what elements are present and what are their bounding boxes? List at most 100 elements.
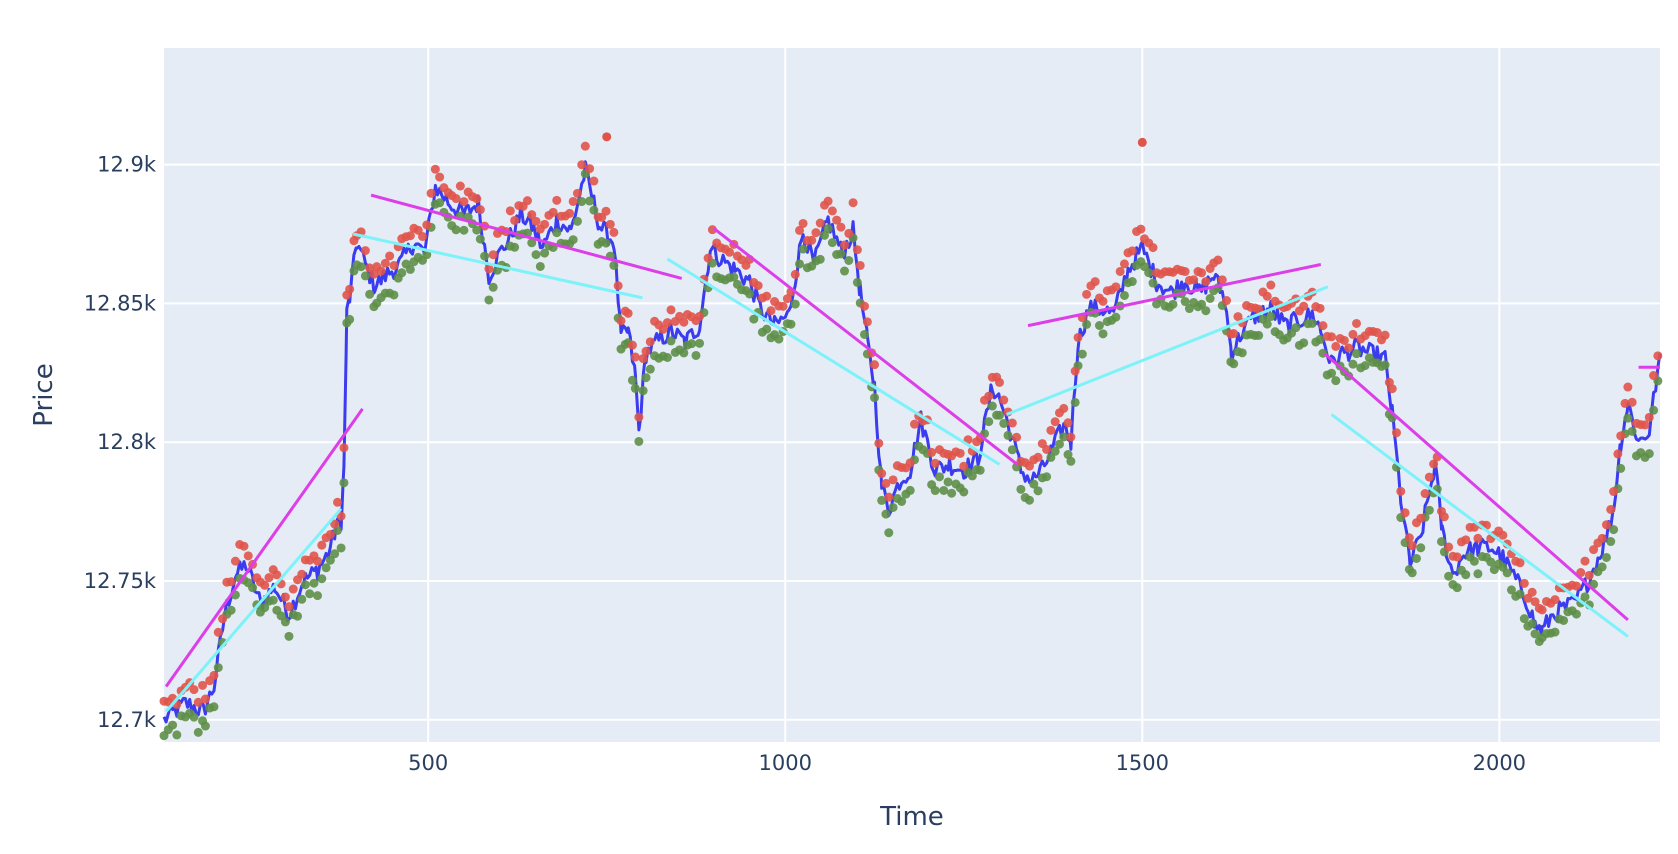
high-point	[1024, 461, 1034, 471]
high-point	[1580, 556, 1590, 566]
x-tick-label: 2000	[1473, 751, 1526, 775]
high-point	[1589, 545, 1599, 555]
low-point	[1519, 614, 1529, 624]
high-point	[272, 570, 282, 580]
high-point	[243, 551, 253, 561]
low-point	[213, 663, 223, 673]
high-point	[260, 580, 270, 590]
low-point	[1237, 348, 1247, 358]
high-point	[488, 250, 498, 260]
low-point	[325, 555, 335, 565]
high-point	[627, 340, 637, 350]
low-point	[641, 373, 651, 383]
low-point	[1168, 299, 1178, 309]
low-point	[568, 235, 578, 245]
low-point	[1360, 361, 1370, 371]
low-point	[339, 478, 349, 488]
low-point	[840, 266, 850, 276]
high-point	[602, 132, 612, 142]
high-point	[638, 354, 648, 364]
high-point	[455, 181, 465, 191]
high-point	[1090, 277, 1100, 287]
high-point	[862, 317, 872, 327]
low-point	[1024, 495, 1034, 505]
high-point	[1452, 552, 1462, 562]
support-line	[352, 232, 643, 300]
low-point	[947, 488, 957, 498]
high-point	[790, 269, 800, 279]
high-point	[762, 291, 772, 301]
high-point	[1387, 384, 1397, 394]
high-point	[1119, 259, 1129, 269]
low-point	[1502, 568, 1512, 578]
low-point	[226, 605, 236, 615]
low-point	[284, 631, 294, 641]
high-point	[1136, 224, 1146, 234]
low-point	[999, 418, 1009, 428]
low-point	[795, 259, 805, 269]
high-point	[1217, 275, 1227, 285]
resistance-line	[370, 193, 683, 280]
low-point	[1059, 432, 1069, 442]
low-point	[852, 277, 862, 287]
high-point	[1082, 289, 1092, 299]
low-point	[1180, 297, 1190, 307]
support-line	[1006, 285, 1329, 416]
low-point	[1229, 359, 1239, 369]
low-point	[1616, 463, 1626, 473]
low-point	[572, 216, 582, 226]
x-tick-label: 1000	[759, 751, 812, 775]
x-tick-label: 1500	[1116, 751, 1169, 775]
low-point	[309, 578, 319, 588]
high-point	[360, 246, 370, 256]
low-point	[1444, 571, 1454, 581]
high-point	[552, 195, 562, 205]
low-point	[1436, 537, 1446, 547]
high-point	[209, 670, 219, 680]
y-tick-label: 12.85k	[84, 291, 157, 315]
low-point	[268, 595, 278, 605]
high-point	[1180, 267, 1190, 277]
high-point	[1197, 268, 1207, 278]
high-point	[909, 419, 919, 429]
high-point	[984, 391, 994, 401]
high-point	[1404, 533, 1414, 543]
high-point	[1066, 432, 1076, 442]
low-point	[1424, 505, 1434, 515]
low-point	[1003, 430, 1013, 440]
low-point	[330, 549, 340, 559]
low-point	[860, 329, 870, 339]
high-point	[405, 231, 415, 241]
high-point	[1372, 328, 1382, 338]
high-point	[870, 360, 880, 370]
low-point	[397, 268, 407, 278]
low-point	[695, 338, 705, 348]
high-point	[1098, 296, 1108, 306]
high-point	[1318, 321, 1328, 331]
high-point	[725, 247, 735, 257]
high-point	[1606, 505, 1616, 515]
high-point	[264, 573, 274, 583]
low-point	[627, 375, 637, 385]
high-point	[1042, 444, 1052, 454]
low-point	[189, 712, 199, 722]
resistance-line	[164, 408, 364, 688]
resistance-line	[712, 227, 1019, 466]
low-point	[475, 234, 485, 244]
high-point	[1344, 343, 1354, 353]
high-point	[836, 222, 846, 232]
low-point	[585, 196, 595, 206]
low-point	[975, 465, 985, 475]
high-point	[505, 206, 515, 216]
high-point	[1530, 597, 1540, 607]
high-point	[585, 164, 595, 174]
high-point	[297, 569, 307, 579]
low-point	[630, 383, 640, 393]
high-point	[1400, 508, 1410, 518]
y-tick-label: 12.9k	[97, 153, 157, 177]
high-point	[333, 497, 343, 507]
low-point	[1111, 312, 1121, 322]
high-point	[795, 225, 805, 235]
low-point	[540, 248, 550, 258]
gridlines	[164, 48, 1660, 742]
